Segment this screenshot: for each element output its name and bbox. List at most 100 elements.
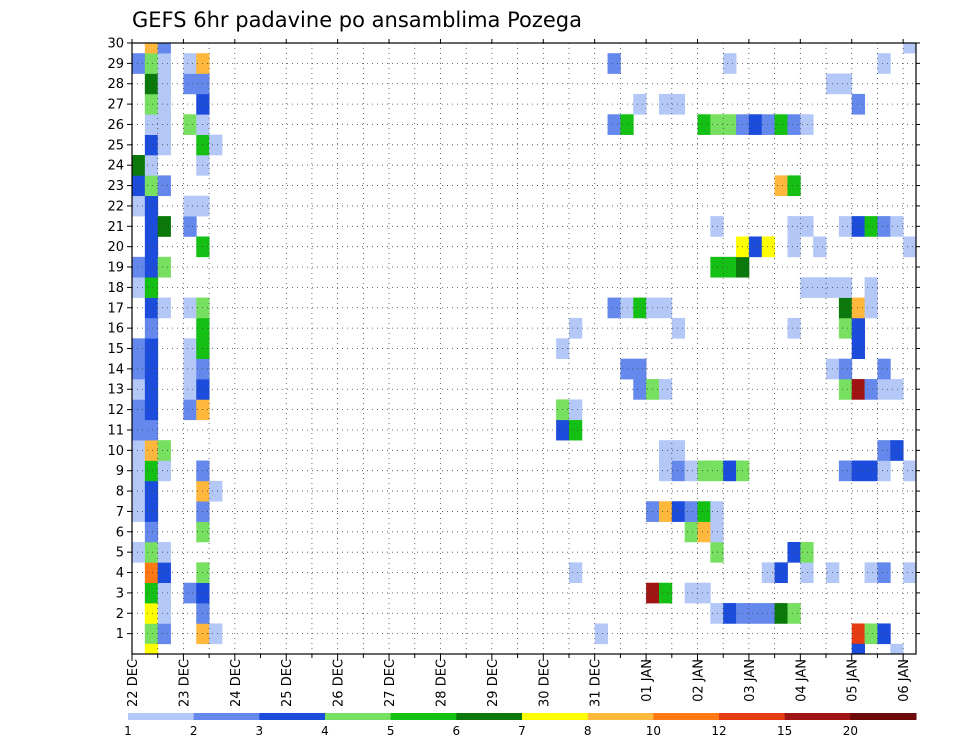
heatmap-cell (723, 53, 737, 74)
y-tick-label: 10 (107, 444, 124, 459)
heatmap-cell (157, 93, 171, 115)
heatmap-cell (183, 53, 197, 74)
heatmap-cell (864, 562, 878, 584)
heatmap-cell (774, 175, 788, 197)
heatmap-cell (183, 216, 197, 237)
heatmap-cell (761, 562, 776, 584)
colorbar-label: 8 (584, 724, 592, 738)
heatmap-cell (144, 216, 159, 237)
heatmap-cell (132, 501, 146, 522)
x-tick-label: 28 DEC (434, 659, 449, 707)
heatmap-cell (813, 277, 827, 298)
colorbar-swatch (456, 713, 523, 720)
heatmap-cell (633, 297, 647, 319)
heatmap-cell (157, 73, 171, 95)
y-tick-label: 30 (107, 37, 124, 52)
heatmap-cell (851, 317, 865, 339)
y-tick-label: 24 (107, 159, 124, 174)
heatmap-cell (132, 53, 146, 74)
heatmap-cell (607, 297, 621, 319)
heatmap-cell (903, 43, 917, 54)
heatmap-cell (838, 460, 853, 482)
x-tick-label: 25 DEC (280, 659, 295, 707)
y-tick-label: 17 (107, 301, 124, 316)
heatmap-cell (144, 134, 159, 156)
x-tick-label: 29 DEC (486, 659, 501, 707)
y-axis: 1234567891011121314151617181920212223242… (107, 37, 920, 642)
heatmap-cell (774, 114, 788, 135)
heatmap-cell (800, 114, 814, 135)
heatmap-cell (710, 501, 724, 522)
heatmap-cell (607, 114, 621, 135)
y-tick-label: 27 (107, 98, 124, 113)
x-tick-label: 01 JAN (640, 659, 655, 702)
y-tick-label: 19 (107, 261, 124, 276)
heatmap-cell (684, 460, 698, 482)
y-tick-label: 8 (116, 485, 124, 500)
heatmap-cell (684, 521, 698, 543)
heatmap-cell (684, 582, 698, 604)
heatmap-cell (183, 114, 197, 135)
heatmap-cell (658, 297, 673, 319)
colorbar-label: 2 (190, 724, 198, 738)
heatmap-cell (157, 114, 171, 135)
colorbar-label: 3 (256, 724, 264, 738)
heatmap-cell (144, 175, 159, 197)
heatmap-cell (851, 460, 865, 482)
y-tick-label: 4 (116, 566, 124, 581)
heatmap-cell (132, 277, 146, 298)
heatmap-cell (864, 297, 878, 319)
heatmap-cell (710, 460, 724, 482)
colorbar-swatch (390, 713, 457, 720)
heatmap-cell (838, 317, 853, 339)
colorbar-swatch (587, 713, 654, 720)
heatmap-cell (697, 582, 711, 604)
heatmap-cell (144, 277, 159, 298)
y-tick-label: 23 (107, 179, 124, 194)
heatmap-cell (144, 317, 159, 339)
y-tick-label: 21 (107, 220, 124, 235)
heatmap-cell (748, 236, 763, 258)
heatmap-cell (787, 175, 801, 197)
heatmap-cell (864, 379, 878, 400)
colorbar-label: 4 (321, 724, 329, 738)
chart-title: GEFS 6hr padavine po ansamblima Pozega (132, 8, 582, 32)
heatmap-cell (697, 460, 711, 482)
heatmap-cell (132, 480, 146, 502)
heatmap-cell (144, 93, 159, 115)
colorbar-label: 15 (777, 724, 792, 738)
y-tick-label: 18 (107, 281, 124, 296)
heatmap-cell (877, 562, 891, 584)
colorbar-swatch (325, 713, 392, 720)
y-tick-label: 20 (107, 240, 124, 255)
heatmap-cell (710, 603, 724, 624)
heatmap-cell (157, 175, 171, 197)
heatmap-cell (723, 256, 737, 278)
heatmap-cell (132, 358, 146, 380)
heatmap-cell (144, 521, 159, 543)
heatmap-cell (697, 114, 711, 135)
heatmap-cell (787, 317, 801, 339)
heatmap-cell (787, 216, 801, 237)
heatmap-cell (851, 643, 865, 655)
colorbar-label: 6 (453, 724, 461, 738)
heatmap-cell (144, 236, 159, 258)
heatmap-cell (144, 541, 159, 563)
grid-lines (132, 42, 916, 654)
colorbar-swatch (128, 713, 195, 720)
y-tick-label: 11 (107, 423, 124, 438)
heatmap-cell (710, 114, 724, 135)
heatmap-cell (132, 399, 146, 421)
heatmap-cell (671, 317, 686, 339)
heatmap-cell (851, 297, 865, 319)
heatmap-cell (813, 236, 827, 258)
heatmap-cell (144, 603, 159, 624)
heatmap-cell (144, 53, 159, 74)
heatmap-cell (877, 53, 891, 74)
heatmap-cell (710, 256, 724, 278)
heatmap-cell (144, 155, 159, 176)
heatmap-cell (761, 236, 776, 258)
y-tick-label: 13 (107, 383, 124, 398)
heatmap-cell (132, 175, 146, 197)
heatmap-cell (144, 73, 159, 95)
